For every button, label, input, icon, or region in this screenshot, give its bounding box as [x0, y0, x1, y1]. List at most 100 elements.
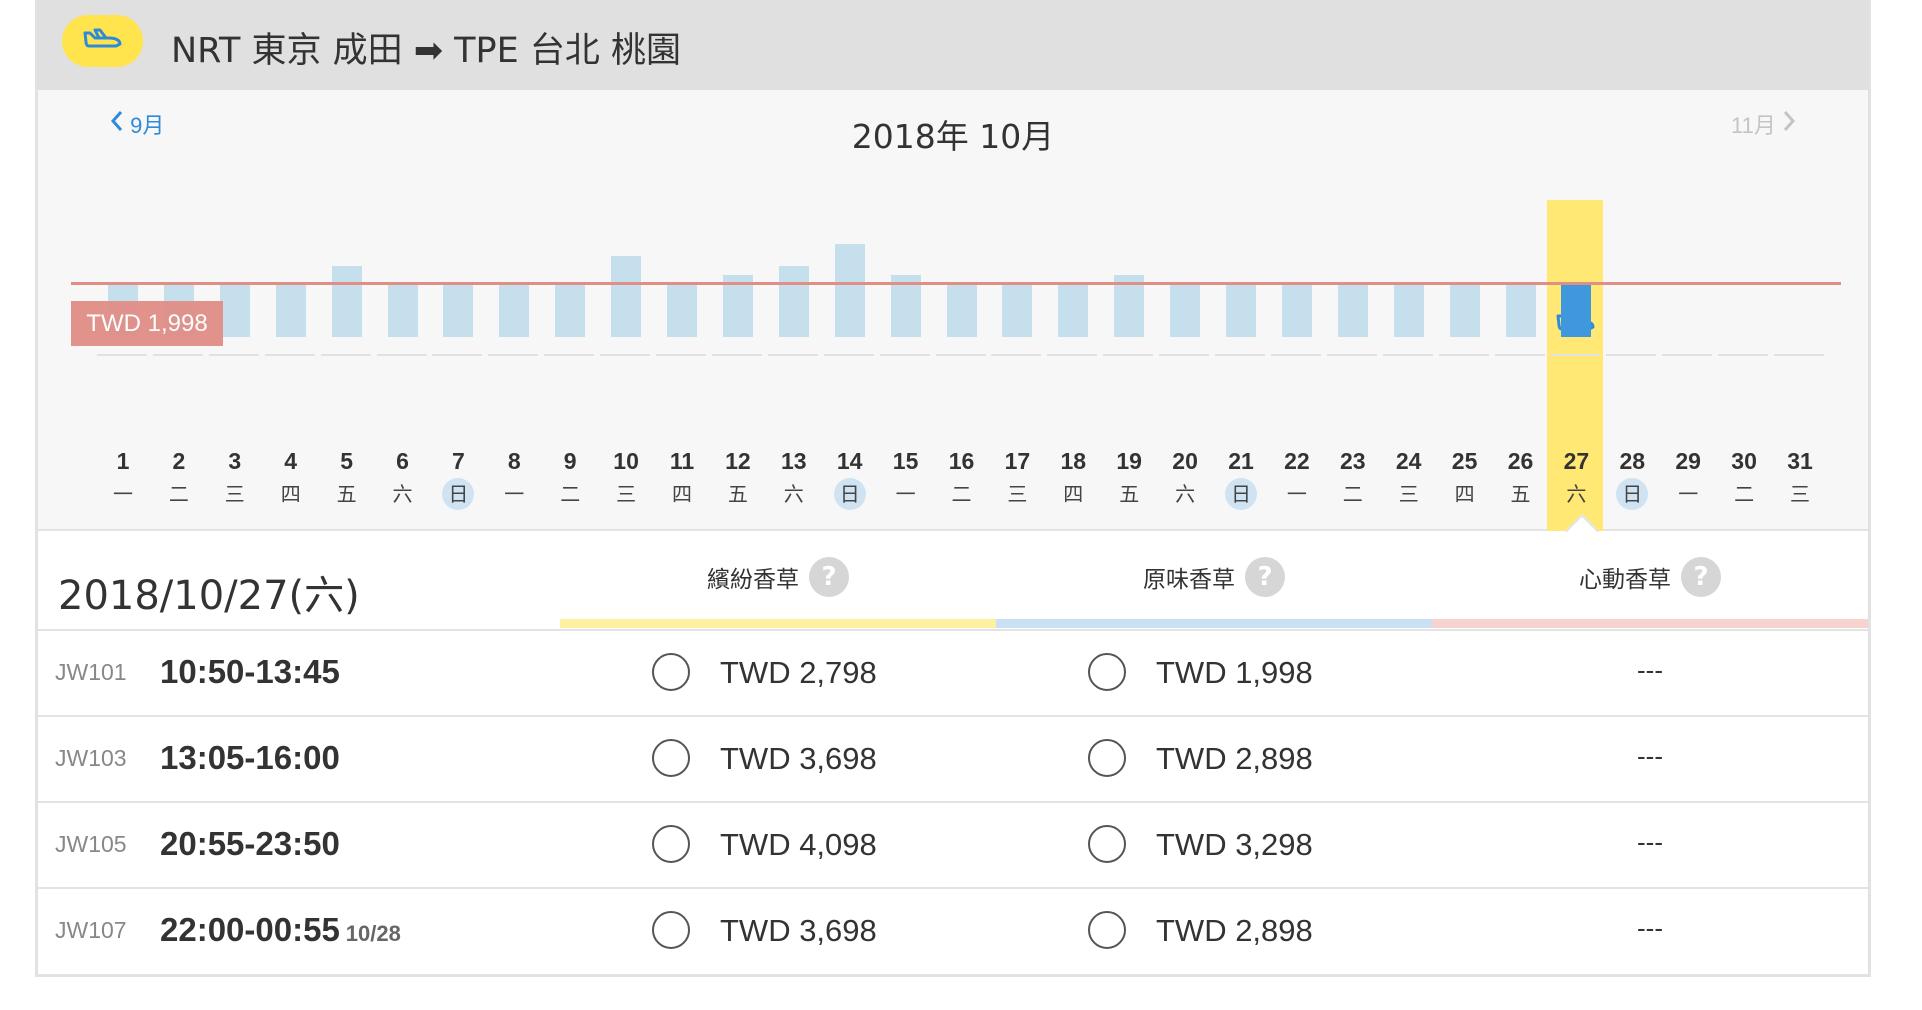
day-number[interactable]: 25	[1451, 448, 1478, 474]
fare-radio-2[interactable]	[1088, 911, 1126, 949]
day-axis-segment	[152, 354, 203, 356]
day-number[interactable]: 7	[451, 448, 465, 474]
day-axis-segment	[991, 354, 1042, 356]
day-price-bar[interactable]	[443, 284, 474, 337]
day-number[interactable]: 21	[1228, 448, 1254, 474]
day-number[interactable]: 26	[1507, 448, 1534, 474]
flight-number: JW105	[55, 831, 127, 857]
fare-radio-2[interactable]	[1088, 825, 1126, 863]
day-axis-segment	[208, 354, 259, 356]
day-price-bar[interactable]	[555, 284, 586, 337]
day-number[interactable]: 13	[781, 448, 807, 474]
day-price-bar[interactable]	[1561, 284, 1592, 337]
flight-row[interactable]: JW103 13:05-16:00 TWD 3,698 TWD 2,898 --…	[38, 715, 1868, 801]
day-price-bar[interactable]	[1226, 284, 1256, 337]
day-price-bar[interactable]	[1170, 284, 1201, 337]
fare-radio-2[interactable]	[1088, 653, 1126, 691]
day-number[interactable]: 17	[1004, 448, 1031, 474]
day-number[interactable]: 23	[1340, 448, 1366, 474]
day-weekday: 五	[1119, 482, 1140, 506]
day-number[interactable]: 20	[1172, 448, 1198, 474]
day-number[interactable]: 11	[669, 448, 695, 474]
selected-date: 2018/10/27(六)	[58, 573, 360, 619]
prev-month-label: 9月	[130, 113, 165, 138]
day-price-bar[interactable]	[1281, 284, 1312, 337]
day-number[interactable]: 2	[172, 448, 186, 474]
day-axis-segment	[1438, 354, 1489, 356]
day-number[interactable]: 3	[228, 448, 242, 474]
fare-price-2: TWD 3,298	[1156, 827, 1313, 862]
day-axis-segment	[935, 354, 986, 356]
day-axis-segment	[711, 354, 762, 356]
day-number: 29	[1675, 448, 1701, 474]
fare-radio-1[interactable]	[652, 825, 690, 863]
day-axis-segment	[879, 354, 930, 356]
day-number[interactable]: 12	[725, 448, 751, 474]
day-price-bar[interactable]	[611, 256, 642, 337]
day-price-bar[interactable]	[1393, 284, 1424, 337]
flight-row[interactable]: JW107 22:00-00:55 10/28 TWD 3,698 TWD 2,8…	[38, 887, 1868, 973]
day-number[interactable]: 18	[1060, 448, 1087, 474]
day-number[interactable]: 4	[284, 448, 298, 474]
day-axis-segment	[656, 354, 706, 356]
help-icon[interactable]: ?	[1681, 557, 1721, 597]
day-price-bar[interactable]	[667, 284, 697, 337]
day-price-bar[interactable]	[1505, 284, 1536, 337]
day-weekday: 三	[1790, 482, 1810, 506]
day-price-bar[interactable]	[1114, 275, 1145, 337]
fare-unavailable-3: ---	[1637, 827, 1663, 857]
day-weekday: 二	[560, 482, 581, 506]
day-price-bar[interactable]	[946, 284, 977, 337]
day-price-bar[interactable]	[834, 244, 865, 337]
day-price-bar[interactable]	[1449, 284, 1480, 337]
day-number[interactable]: 14	[836, 448, 863, 474]
fare-price-2: TWD 2,898	[1156, 913, 1313, 948]
day-number[interactable]: 19	[1116, 448, 1142, 474]
day-price-bar[interactable]	[499, 284, 530, 337]
help-icon[interactable]: ?	[1245, 557, 1285, 597]
flight-time: 13:05-16:00	[160, 739, 340, 776]
day-weekday: 一	[113, 482, 133, 506]
fare-calendar-card: NRT 東京 成田 ➡ TPE 台北 桃園 9月 2018年 10月 11月 1…	[35, 0, 1871, 977]
day-price-bar[interactable]	[219, 284, 250, 337]
fare-radio-1[interactable]	[652, 739, 690, 777]
day-number[interactable]: 24	[1395, 448, 1422, 474]
day-number[interactable]: 8	[507, 448, 521, 474]
day-number[interactable]: 10	[613, 448, 639, 474]
day-price-bar[interactable]	[1337, 284, 1368, 337]
day-number[interactable]: 5	[340, 448, 353, 474]
fare-radio-1[interactable]	[652, 653, 690, 691]
plane-landing-icon	[81, 25, 125, 58]
fare-price-1: TWD 3,698	[720, 741, 877, 776]
day-number[interactable]: 6	[396, 448, 409, 474]
day-price-bar[interactable]	[778, 265, 809, 337]
day-number[interactable]: 1	[116, 448, 130, 474]
day-number[interactable]: 16	[948, 448, 975, 474]
day-axis-segment	[1103, 354, 1154, 356]
day-price-bar[interactable]	[331, 265, 362, 337]
day-price-bar[interactable]	[275, 284, 306, 337]
day-price-bar[interactable]	[890, 275, 921, 337]
fare-col-bar-1	[560, 619, 996, 628]
day-price-bar[interactable]	[1058, 284, 1089, 337]
fare-price-2: TWD 2,898	[1156, 741, 1313, 776]
next-month-link[interactable]: 11月	[1731, 108, 1796, 140]
fare-radio-1[interactable]	[652, 911, 690, 949]
flight-row[interactable]: JW105 20:55-23:50 TWD 4,098 TWD 3,298 --…	[38, 801, 1868, 887]
flight-row[interactable]: JW101 10:50-13:45 TWD 2,798 TWD 1,998 --…	[38, 629, 1868, 715]
day-axis-segment	[1774, 354, 1824, 356]
day-axis-segment	[97, 354, 147, 356]
day-axis-segment	[767, 354, 818, 356]
day-price-bar[interactable]	[387, 284, 418, 337]
reference-price-label: TWD 1,998	[71, 301, 223, 346]
day-number[interactable]: 27	[1563, 448, 1590, 474]
day-axis-segment	[432, 354, 483, 356]
help-icon[interactable]: ?	[809, 557, 849, 597]
day-price-bar[interactable]	[722, 275, 753, 337]
prev-month-link[interactable]: 9月	[110, 108, 164, 140]
day-number[interactable]: 15	[892, 448, 919, 474]
day-number[interactable]: 22	[1284, 448, 1310, 474]
fare-radio-2[interactable]	[1088, 739, 1126, 777]
day-number[interactable]: 9	[563, 448, 577, 474]
day-price-bar[interactable]	[1002, 284, 1033, 337]
